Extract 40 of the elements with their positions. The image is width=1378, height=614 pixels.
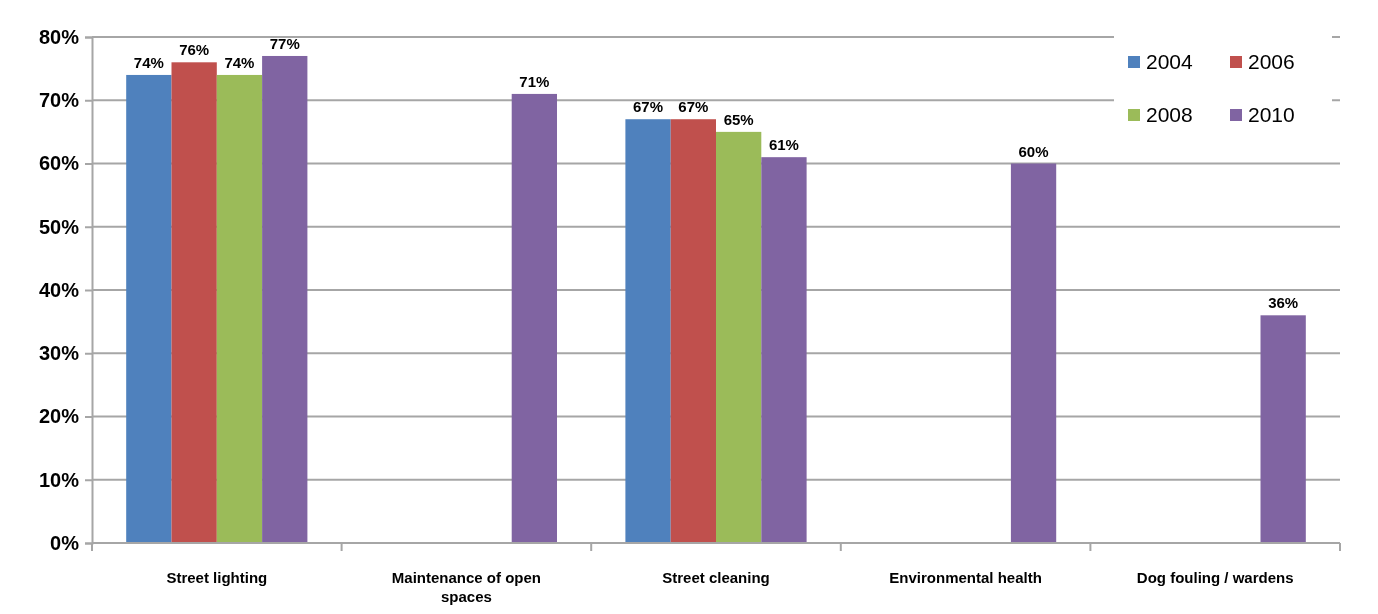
data-label: 74% [224,53,255,71]
bar [216,74,263,543]
bar [670,119,716,543]
x-tick-label: Dog fouling / wardens [1136,569,1294,586]
bar [716,131,762,543]
x-tick-label: Street cleaning [662,569,770,586]
data-label: 71% [519,72,550,90]
y-tick-label: 80% [38,25,80,48]
legend-label: 2006 [1248,50,1295,73]
bar [171,62,217,543]
y-tick-label: 10% [38,468,80,491]
data-label: 76% [179,41,210,59]
data-label: 36% [1268,294,1299,312]
y-tick-label: 40% [38,278,80,301]
y-tick-label: 50% [38,215,80,238]
data-label: 74% [133,53,164,71]
x-tick-label: Environmental health [889,569,1042,586]
bar [262,55,308,543]
data-label: 61% [768,136,799,154]
data-label: 67% [678,98,709,116]
y-tick-label: 60% [38,152,80,175]
bar [126,74,172,543]
bar [625,119,671,543]
data-label: 67% [633,98,664,116]
y-tick-label: 30% [38,342,80,365]
y-tick-label: 0% [50,531,80,554]
x-tick-label: Maintenance of open spaces [391,569,541,605]
data-label: 60% [1018,142,1049,160]
y-tick-label: 20% [38,405,80,428]
bar [1010,163,1057,543]
bar [511,93,557,543]
legend-label: 2008 [1146,103,1193,126]
bar [761,157,807,543]
y-tick-label: 70% [38,89,80,112]
legend-label: 2010 [1248,103,1295,126]
bar [1260,315,1306,543]
legend-label: 2004 [1146,50,1194,73]
data-label: 65% [723,110,754,128]
data-label: 77% [269,34,300,52]
x-tick-label: Street lighting [166,569,268,586]
